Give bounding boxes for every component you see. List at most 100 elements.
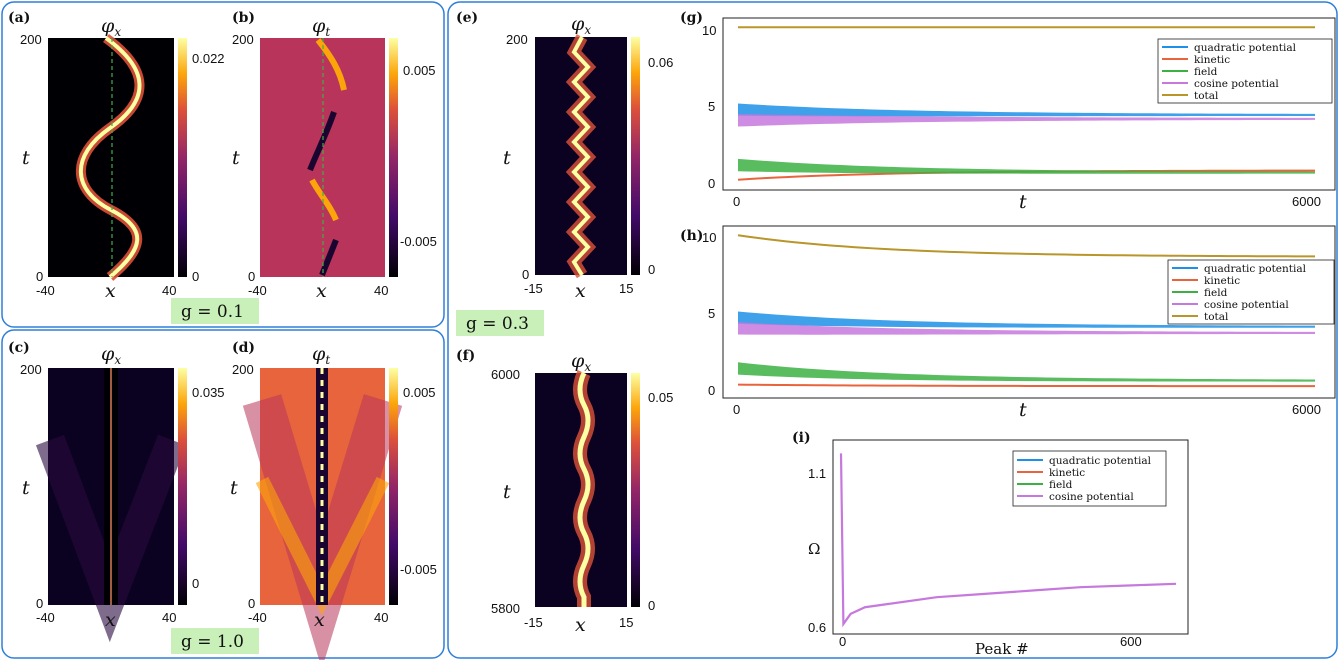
panel-f-xtick-left: -15 bbox=[524, 615, 543, 630]
panel-e-label: (e) bbox=[456, 10, 478, 26]
panel-b-cbar-min: -0.005 bbox=[400, 234, 437, 249]
panel-d-core bbox=[316, 368, 328, 605]
panel-e-xlabel: x bbox=[575, 280, 586, 302]
panel-h-plot bbox=[737, 234, 1316, 388]
panel-g-label: (g) bbox=[680, 10, 703, 26]
h-plot-band-cosine-potential bbox=[738, 322, 1315, 335]
panel-h-legend-kinetic: kinetic bbox=[1204, 275, 1240, 287]
panel-f-ytick-bottom: 5800 bbox=[491, 601, 520, 616]
panel-a-heatmap bbox=[48, 38, 174, 277]
h-plot-line-total bbox=[737, 234, 1316, 258]
panel-d-ylabel: t bbox=[230, 477, 238, 499]
panel-d-label: (d) bbox=[232, 340, 255, 356]
panel-i-legend-field: field bbox=[1049, 479, 1073, 491]
panel-d: (d) φt 0.005 -0.005 200 0 t -40 40 x bbox=[230, 340, 437, 660]
panel-g-legend-total: total bbox=[1194, 90, 1219, 102]
panel-b-ytick-top: 200 bbox=[232, 32, 254, 47]
panel-c-soliton bbox=[104, 368, 118, 605]
panel-e-ytick-bottom: 0 bbox=[522, 267, 529, 282]
panel-c-cbar-max: 0.035 bbox=[192, 385, 225, 400]
panel-g-xtick-6000: 6000 bbox=[1292, 194, 1321, 209]
panel-c-ytick-bottom: 0 bbox=[36, 596, 43, 611]
panel-e-xtick-left: -15 bbox=[524, 281, 543, 296]
panel-b-cbar-max: 0.005 bbox=[403, 63, 436, 78]
panel-i-xtick-600: 600 bbox=[1120, 634, 1142, 649]
i-plot-line-cosine-potential bbox=[839, 453, 1177, 628]
panel-i-xtick-0: 0 bbox=[839, 634, 846, 649]
panel-g-legend-quadratic: quadratic potential bbox=[1194, 42, 1297, 54]
g-tag-10: g = 1.0 bbox=[181, 632, 244, 652]
panel-a-ytick-top: 200 bbox=[20, 32, 42, 47]
panel-d-colorbar bbox=[389, 368, 398, 605]
panel-c-xlabel: x bbox=[105, 609, 116, 631]
panel-d-xtick-right: 40 bbox=[374, 610, 388, 625]
panel-a-ytick-bottom: 0 bbox=[36, 269, 43, 284]
panel-i-ytick-0.6: 0.6 bbox=[808, 620, 826, 635]
panel-e-ytick-top: 200 bbox=[506, 32, 528, 47]
panel-c-ytick-top: 200 bbox=[20, 362, 42, 377]
panel-b-label: (b) bbox=[232, 10, 255, 26]
g-plot-band-field bbox=[738, 158, 1315, 174]
panel-d-ytick-bottom: 0 bbox=[248, 596, 255, 611]
panel-b-ytick-bottom: 0 bbox=[248, 269, 255, 284]
panel-i-xlabel: Peak # bbox=[975, 640, 1029, 658]
panel-b-colorbar bbox=[389, 38, 398, 277]
panel-g-ytick-10: 10 bbox=[702, 23, 716, 38]
panel-c-title: φx bbox=[101, 343, 121, 367]
panel-g-legend: quadratic potential kinetic field cosine… bbox=[1157, 38, 1333, 104]
g-tag-01-box bbox=[171, 298, 259, 324]
panel-i-ylabel: Ω bbox=[808, 540, 820, 558]
panel-e-ylabel: t bbox=[503, 147, 511, 169]
panel-e-xtick-right: 15 bbox=[619, 281, 633, 296]
panel-b-xtick-left: -40 bbox=[248, 283, 267, 298]
panel-e: (e) φx 0.06 0 200 0 t -15 15 x bbox=[456, 10, 673, 302]
panel-g-xlabel: t bbox=[1019, 191, 1027, 213]
panel-a-cbar-min: 0 bbox=[192, 269, 199, 284]
panel-f-ylabel: t bbox=[503, 481, 511, 503]
panel-e-colorbar bbox=[631, 37, 640, 275]
panel-i-label: (i) bbox=[792, 430, 811, 446]
panel-h-xtick-0: 0 bbox=[733, 402, 740, 417]
panel-b-ylabel: t bbox=[232, 147, 240, 169]
panel-i-plot bbox=[839, 453, 1177, 628]
g-plot-band-quadratic-potential bbox=[738, 103, 1315, 117]
g-tag-01: g = 0.1 bbox=[181, 302, 244, 322]
panel-c: (c) φx 0.035 0 200 0 t -40 40 x bbox=[8, 340, 225, 643]
panel-c-cbar-min: 0 bbox=[192, 576, 199, 591]
panel-g: (g) 10 5 0 0 6000 t quadratic potential … bbox=[680, 10, 1336, 213]
panel-h-label: (h) bbox=[680, 228, 703, 244]
panel-a-xtick-left: -40 bbox=[36, 283, 55, 298]
panel-h-ytick-10: 10 bbox=[702, 230, 716, 245]
panel-f: (f) φx 0.05 0 6000 5800 t -15 15 x bbox=[456, 348, 673, 636]
panel-h-legend-cosine: cosine potential bbox=[1204, 299, 1289, 311]
panel-c-xtick-left: -40 bbox=[36, 610, 55, 625]
panel-g-legend-field: field bbox=[1194, 66, 1218, 78]
panel-d-title: φt bbox=[312, 343, 330, 367]
panel-g-legend-kinetic: kinetic bbox=[1194, 54, 1230, 66]
panel-h-ytick-5: 5 bbox=[708, 306, 715, 321]
panel-g-ytick-0: 0 bbox=[708, 176, 715, 191]
panel-f-ytick-top: 6000 bbox=[491, 367, 520, 382]
panel-h-xlabel: t bbox=[1019, 399, 1027, 421]
frame-g03 bbox=[447, 1, 1338, 659]
panel-a-title: φx bbox=[101, 15, 121, 39]
panel-h-xtick-6000: 6000 bbox=[1292, 402, 1321, 417]
panel-i-ytick-1.1: 1.1 bbox=[808, 466, 826, 481]
panel-d-ytick-top: 200 bbox=[232, 362, 254, 377]
panel-h: (h) 10 5 0 0 6000 t quadratic potential … bbox=[680, 225, 1336, 421]
panel-i-legend-quadratic: quadratic potential bbox=[1049, 455, 1152, 467]
frame-g10 bbox=[1, 329, 445, 659]
panel-g-ytick-5: 5 bbox=[708, 99, 715, 114]
panel-h-ytick-0: 0 bbox=[708, 383, 715, 398]
panel-h-legend-field: field bbox=[1204, 287, 1228, 299]
panel-f-xtick-right: 15 bbox=[619, 615, 633, 630]
panel-a: (a) φx 0.022 0 200 0 t -40 40 x bbox=[8, 10, 225, 302]
panel-i-legend-cosine: cosine potential bbox=[1049, 491, 1134, 503]
frame-g01 bbox=[1, 1, 445, 328]
panel-f-colorbar bbox=[631, 373, 640, 607]
panel-a-cbar-max: 0.022 bbox=[192, 51, 225, 66]
h-plot-line-kinetic bbox=[737, 383, 1316, 388]
panel-a-xlabel: x bbox=[105, 280, 116, 302]
panel-c-xtick-right: 40 bbox=[162, 610, 176, 625]
